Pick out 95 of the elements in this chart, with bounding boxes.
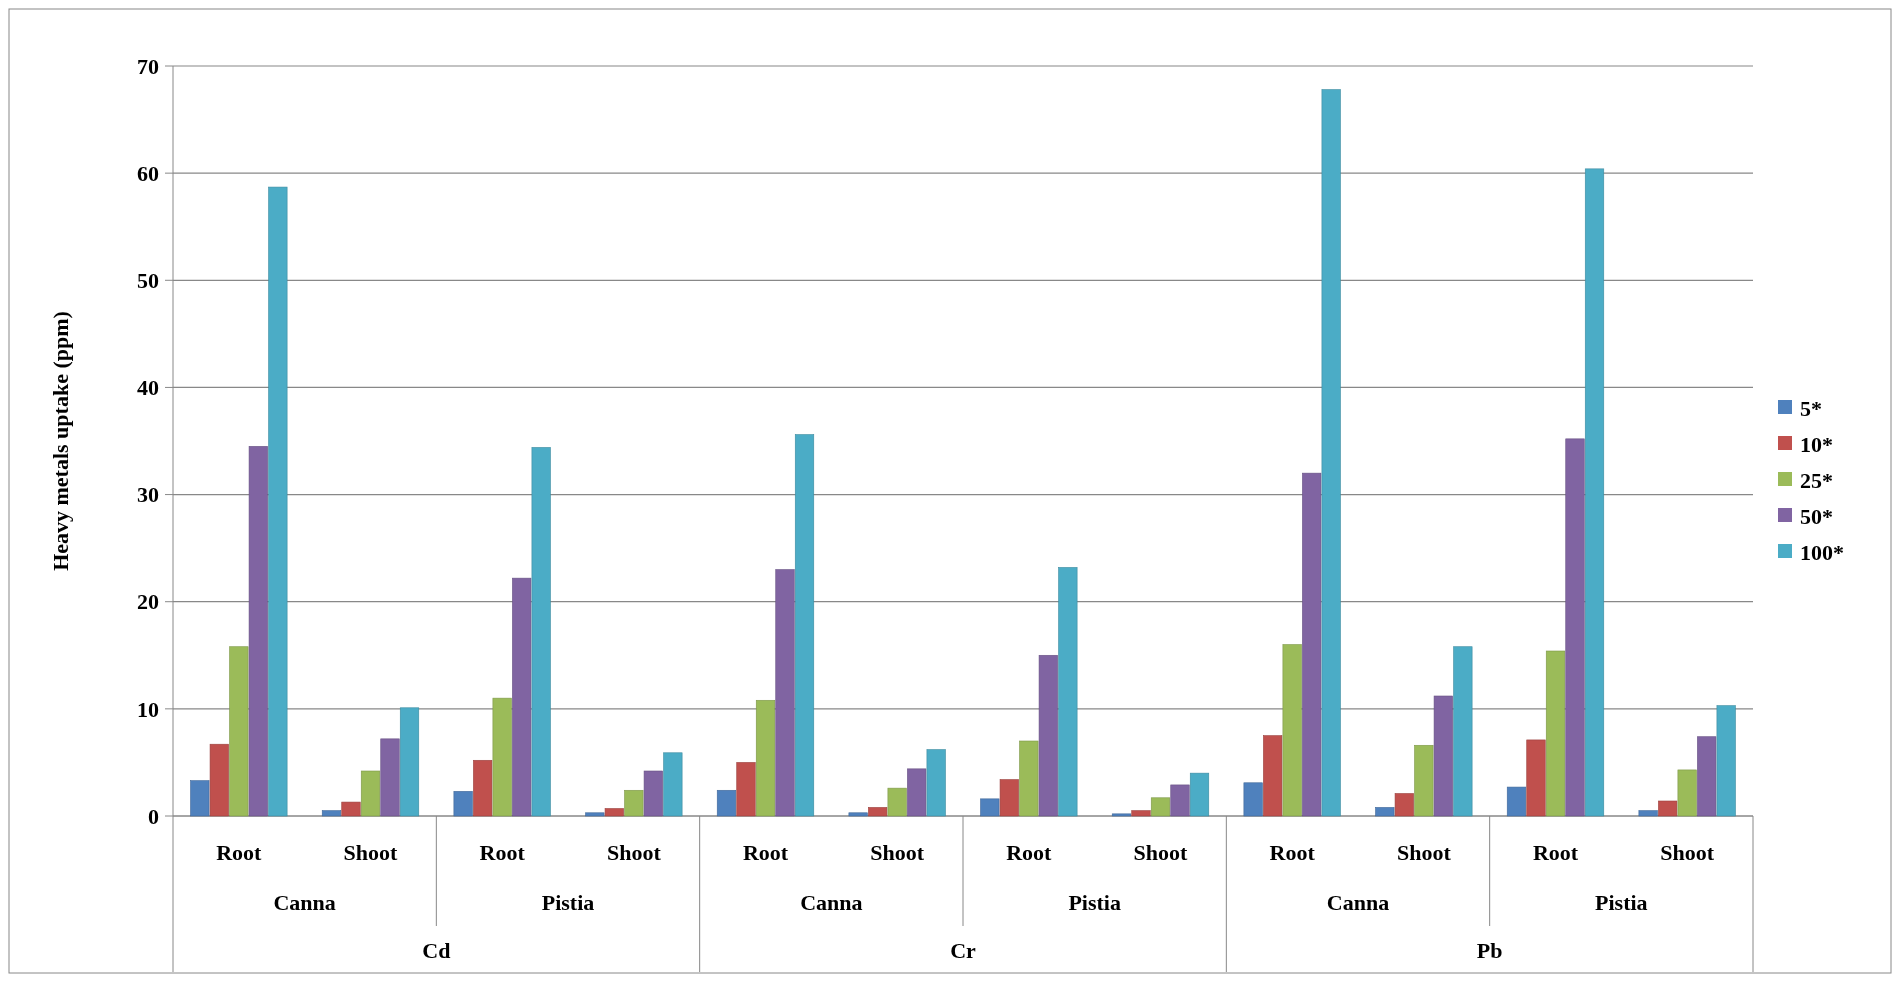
bar <box>1433 695 1453 817</box>
bar <box>1131 810 1151 817</box>
bar <box>399 707 420 817</box>
text: Cr <box>950 938 977 963</box>
bar <box>1414 744 1434 817</box>
legend-label: 50* <box>1800 503 1833 529</box>
bar <box>360 770 381 817</box>
bar <box>321 810 342 817</box>
bar <box>1263 735 1283 817</box>
x-tick-label: Root <box>1269 840 1316 865</box>
text: Pb <box>1476 938 1503 963</box>
bar <box>794 434 815 817</box>
bar <box>1394 793 1414 817</box>
bar <box>907 768 927 817</box>
text: Canna <box>1326 890 1390 915</box>
x-tick-label: Root <box>1006 840 1053 865</box>
legend-label: 25* <box>1800 467 1833 493</box>
x-tick-label: Root <box>1532 840 1579 865</box>
text: Pistia <box>1068 890 1121 915</box>
bar <box>1282 644 1302 817</box>
x-tick-label: Shoot <box>1133 840 1189 865</box>
bar <box>1697 736 1717 817</box>
bar <box>1019 740 1039 817</box>
y-axis-title: Heavy metals uptake (ppm) <box>48 311 73 571</box>
x-tick-label: Shoot <box>870 840 925 865</box>
bar <box>1716 705 1736 817</box>
bar <box>716 789 737 817</box>
bar <box>980 798 1000 817</box>
y-tick-label: 60 <box>137 160 159 186</box>
bar <box>755 699 776 817</box>
y-tick-label: 20 <box>137 589 159 615</box>
bar <box>868 807 888 817</box>
bar <box>1375 807 1395 817</box>
bar <box>229 646 249 817</box>
bar <box>1545 650 1566 817</box>
bar <box>1058 567 1078 817</box>
x-tick-label: Root <box>216 840 263 865</box>
bar <box>1038 654 1058 817</box>
bar <box>848 812 868 817</box>
y-tick-label: 70 <box>137 53 159 79</box>
bar <box>531 447 551 817</box>
bar <box>1189 772 1210 817</box>
bar <box>1638 810 1658 817</box>
bar <box>209 743 229 817</box>
bar <box>492 697 512 817</box>
bar <box>1453 646 1473 817</box>
bar <box>453 791 473 817</box>
legend-label: 10* <box>1800 431 1833 457</box>
bar <box>190 780 210 817</box>
x-tick-label: Shoot <box>343 840 399 865</box>
bar <box>380 738 400 817</box>
legend-label: 5* <box>1800 395 1822 421</box>
bar <box>999 779 1019 817</box>
y-tick-label: 10 <box>137 696 159 722</box>
bar <box>887 787 907 817</box>
bar <box>663 752 683 817</box>
text: Canna <box>273 890 336 915</box>
legend-label: 100* <box>1800 539 1844 565</box>
bar <box>1658 800 1678 817</box>
bar <box>341 801 361 817</box>
bar <box>736 762 756 817</box>
x-tick-label: Root <box>742 840 789 865</box>
bar <box>1243 782 1263 817</box>
bar <box>585 812 605 817</box>
bar <box>604 808 624 817</box>
text: Pistia <box>541 890 595 915</box>
x-tick-label: Shoot <box>606 840 662 865</box>
x-tick-label: Shoot <box>1660 840 1715 865</box>
bar <box>926 749 946 817</box>
bar <box>624 789 644 817</box>
text: Pistia <box>1595 890 1648 915</box>
y-tick-label: 30 <box>137 482 159 508</box>
text: Cd <box>422 938 451 963</box>
bar <box>1302 472 1322 817</box>
bar <box>1677 769 1697 817</box>
bar <box>1565 438 1585 817</box>
y-tick-label: 50 <box>137 267 159 293</box>
bar <box>248 446 268 817</box>
bar <box>1526 739 1546 817</box>
bar <box>1584 168 1605 817</box>
bar <box>1170 784 1190 817</box>
x-tick-label: Shoot <box>1396 840 1452 865</box>
bar <box>1150 797 1171 817</box>
bar <box>1321 89 1341 817</box>
text: Canna <box>800 890 863 915</box>
x-tick-label: Root <box>479 840 526 865</box>
bar <box>1111 813 1132 817</box>
bar <box>643 770 663 817</box>
bar <box>512 577 532 817</box>
bar <box>775 569 795 817</box>
bar <box>268 186 288 817</box>
bar <box>1506 786 1527 817</box>
bar <box>473 759 493 817</box>
y-tick-label: 40 <box>137 375 159 401</box>
y-tick-label: 0 <box>148 803 159 829</box>
